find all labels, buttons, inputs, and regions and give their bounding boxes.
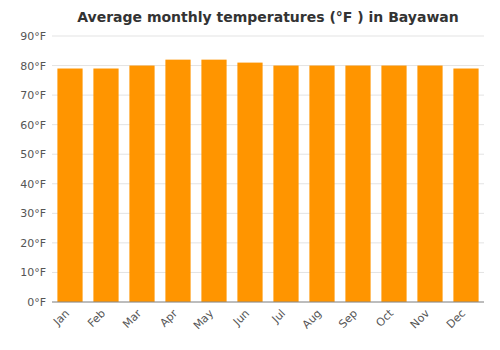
bar — [165, 60, 190, 302]
bar — [381, 66, 406, 302]
y-tick-label: 50°F — [20, 148, 46, 161]
bar — [57, 69, 82, 302]
x-axis-line — [52, 302, 484, 303]
x-tick-label: Feb — [85, 307, 108, 330]
grid-line — [52, 36, 484, 37]
bars — [57, 60, 478, 302]
y-tick-label: 80°F — [20, 60, 46, 73]
x-tick-label: Sep — [336, 307, 360, 331]
y-tick-label: 10°F — [20, 266, 46, 279]
y-tick-label: 40°F — [20, 178, 46, 191]
y-tick-label: 20°F — [20, 237, 46, 250]
bar — [237, 63, 262, 302]
y-tick-label: 70°F — [20, 89, 46, 102]
y-tick-label: 60°F — [20, 119, 46, 132]
bar — [453, 69, 478, 302]
bar — [93, 69, 118, 302]
chart: Average monthly temperatures (°F ) in Ba… — [0, 0, 500, 350]
x-tick-label: Jul — [269, 307, 288, 326]
y-tick-label: 90°F — [20, 30, 46, 43]
y-tick-label: 0°F — [27, 296, 46, 309]
bar — [345, 66, 370, 302]
title: Average monthly temperatures (°F ) in Ba… — [77, 9, 459, 25]
x-tick-label: Jan — [50, 307, 72, 329]
x-axis: Jan Feb Mar Apr May Jun Jul Aug Sep Oct Nov Dec — [50, 306, 468, 332]
x-tick-label: Jun — [230, 307, 252, 329]
x-tick-label: Apr — [157, 307, 180, 330]
bar — [201, 60, 226, 302]
bar — [309, 66, 334, 302]
grid-line — [52, 302, 484, 303]
y-axis: 0°F 10°F 20°F 30°F 40°F 50°F 60°F 70°F 80°F 90°F — [20, 30, 484, 309]
x-tick-label: Mar — [120, 307, 144, 331]
bar — [273, 66, 298, 302]
bar — [417, 66, 442, 302]
bar — [129, 66, 154, 302]
x-tick-label: May — [191, 307, 217, 333]
x-tick-label: Nov — [408, 307, 433, 332]
y-tick-label: 30°F — [20, 207, 46, 220]
x-tick-label: Dec — [444, 307, 468, 331]
x-tick-label: Aug — [300, 307, 324, 331]
x-tick-label: Oct — [373, 306, 396, 329]
